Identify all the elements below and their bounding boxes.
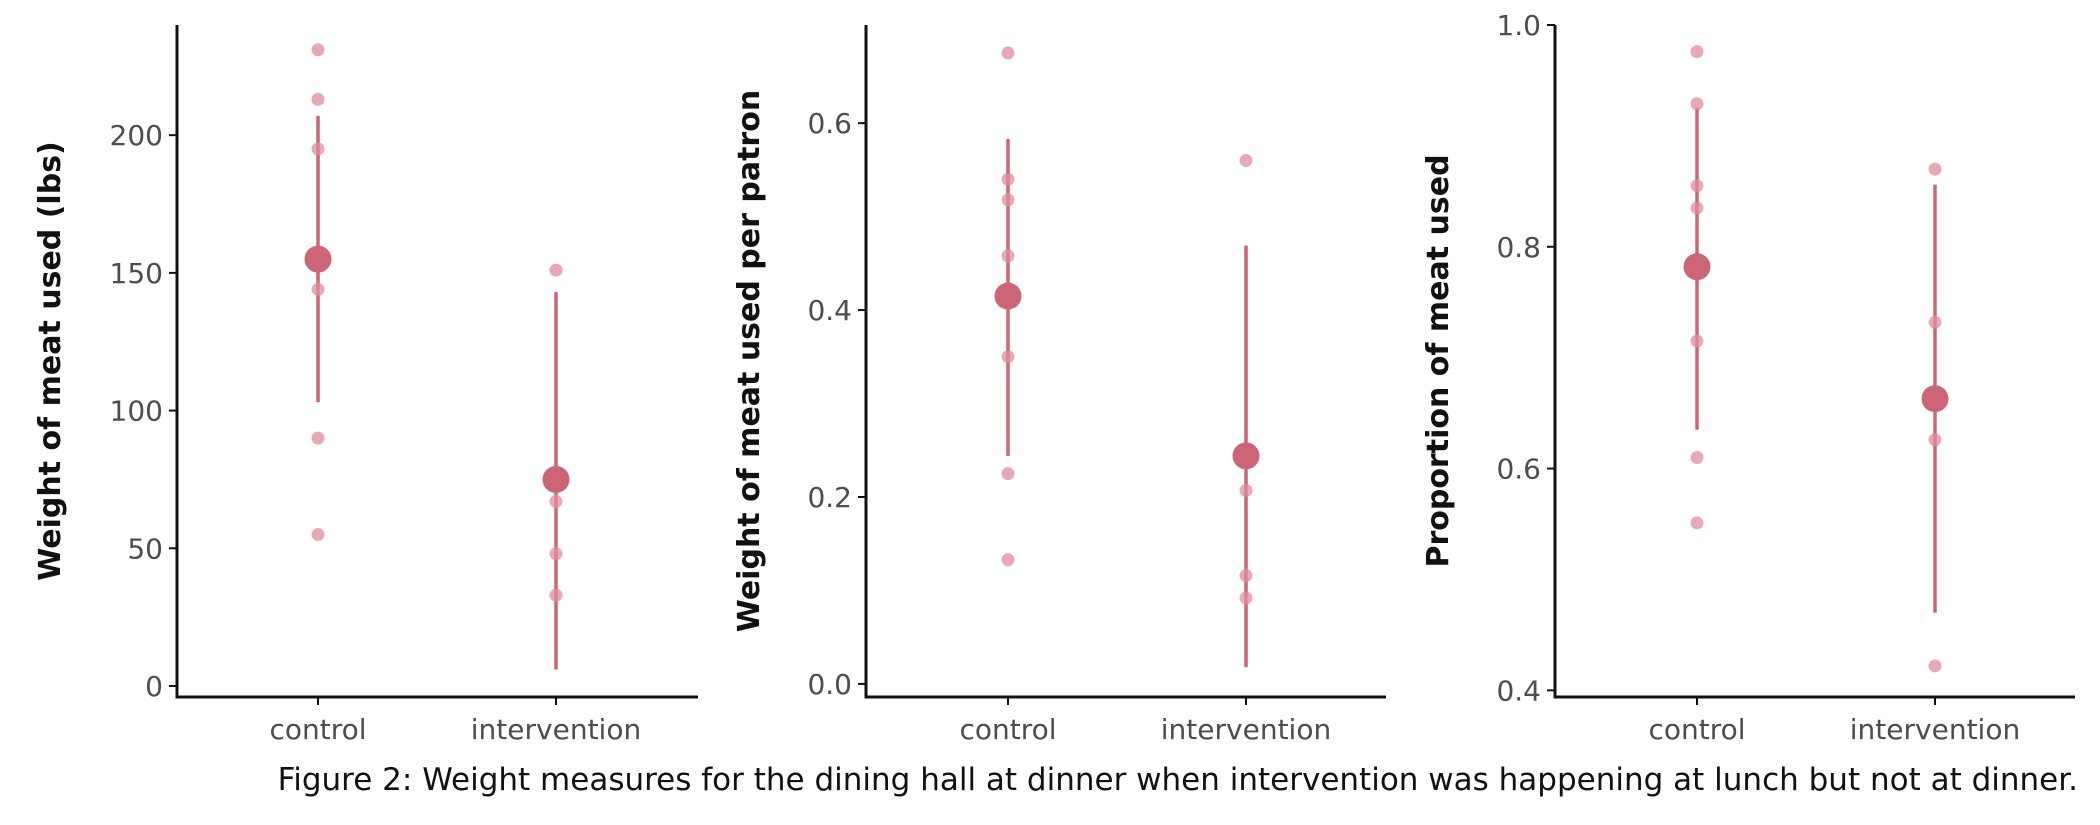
- y-tick-label: 0.8: [1496, 231, 1541, 264]
- data-point-control: [311, 92, 325, 106]
- data-point-control: [1690, 450, 1704, 464]
- data-point-intervention: [1928, 315, 1942, 329]
- x-tick-label-control: control: [1648, 713, 1745, 746]
- data-point-intervention: [549, 547, 563, 561]
- data-point-control: [311, 528, 325, 542]
- data-point-control: [311, 142, 325, 156]
- data-point-control: [1001, 553, 1015, 567]
- panel-weight-of-meat-used: 0 50 100 150 200 control intervention Weight of…: [33, 25, 698, 746]
- data-point-control: [311, 43, 325, 57]
- data-point-control: [1690, 516, 1704, 530]
- y-tick-label: 0.4: [807, 294, 852, 327]
- data-point-intervention: [1928, 162, 1942, 176]
- data-point-intervention: [1239, 591, 1253, 605]
- data-point-control: [1001, 350, 1015, 364]
- data-point-control: [1001, 193, 1015, 207]
- data-point-control: [1690, 45, 1704, 59]
- data-point-control: [1001, 46, 1015, 60]
- x-tick-label-intervention: intervention: [1161, 713, 1331, 746]
- x-tick-label-intervention: intervention: [471, 713, 641, 746]
- y-tick-label: 0: [145, 670, 163, 703]
- data-point-control: [311, 282, 325, 296]
- y-tick-label: 100: [110, 395, 163, 428]
- mean-point-intervention: [542, 465, 570, 493]
- x-tick-label-intervention: intervention: [1850, 713, 2020, 746]
- mean-point-control: [304, 245, 332, 273]
- data-point-control: [311, 431, 325, 445]
- y-tick-label: 1.0: [1496, 9, 1541, 42]
- y-tick-label: 50: [127, 532, 163, 565]
- figure-caption: Figure 2: Weight measures for the dining…: [277, 762, 2078, 798]
- mean-point-intervention: [1232, 442, 1260, 470]
- y-tick-label: 0.6: [1496, 453, 1541, 486]
- y-tick-label: 0.4: [1496, 674, 1541, 707]
- y-tick-label: 150: [110, 257, 163, 290]
- x-tick-label-control: control: [269, 713, 366, 746]
- data-point-control: [1690, 97, 1704, 111]
- y-tick-label: 0.0: [807, 668, 852, 701]
- data-point-intervention: [549, 494, 563, 508]
- y-tick-label: 200: [110, 119, 163, 152]
- y-axis-title: Weight of meat used (lbs): [33, 141, 68, 581]
- y-axis-title: Proportion of meat used: [1421, 154, 1456, 567]
- mean-point-intervention: [1921, 385, 1949, 413]
- y-axis-title: Weight of meat used per patron: [732, 90, 767, 632]
- data-point-intervention: [1928, 433, 1942, 447]
- panel-proportion-used: 0.4 0.6 0.8 1.0 control intervention Proportio…: [1421, 9, 2075, 746]
- data-point-intervention: [1239, 568, 1253, 582]
- data-point-control: [1690, 334, 1704, 348]
- x-tick-label-control: control: [959, 713, 1056, 746]
- data-point-intervention: [549, 588, 563, 602]
- data-point-control: [1690, 179, 1704, 193]
- data-point-control: [1001, 249, 1015, 263]
- y-tick-label: 0.6: [807, 107, 852, 140]
- y-tick-label: 0.2: [807, 481, 852, 514]
- data-point-control: [1690, 201, 1704, 215]
- panel-weight-per-patron: 0.0 0.2 0.4 0.6 control intervention Weight of…: [732, 25, 1386, 746]
- mean-point-control: [994, 282, 1022, 310]
- data-point-intervention: [1928, 659, 1942, 673]
- data-point-intervention: [1239, 483, 1253, 497]
- data-point-control: [1001, 172, 1015, 186]
- data-point-control: [1001, 467, 1015, 481]
- data-point-intervention: [1239, 154, 1253, 168]
- data-point-intervention: [549, 263, 563, 277]
- mean-point-control: [1683, 253, 1711, 281]
